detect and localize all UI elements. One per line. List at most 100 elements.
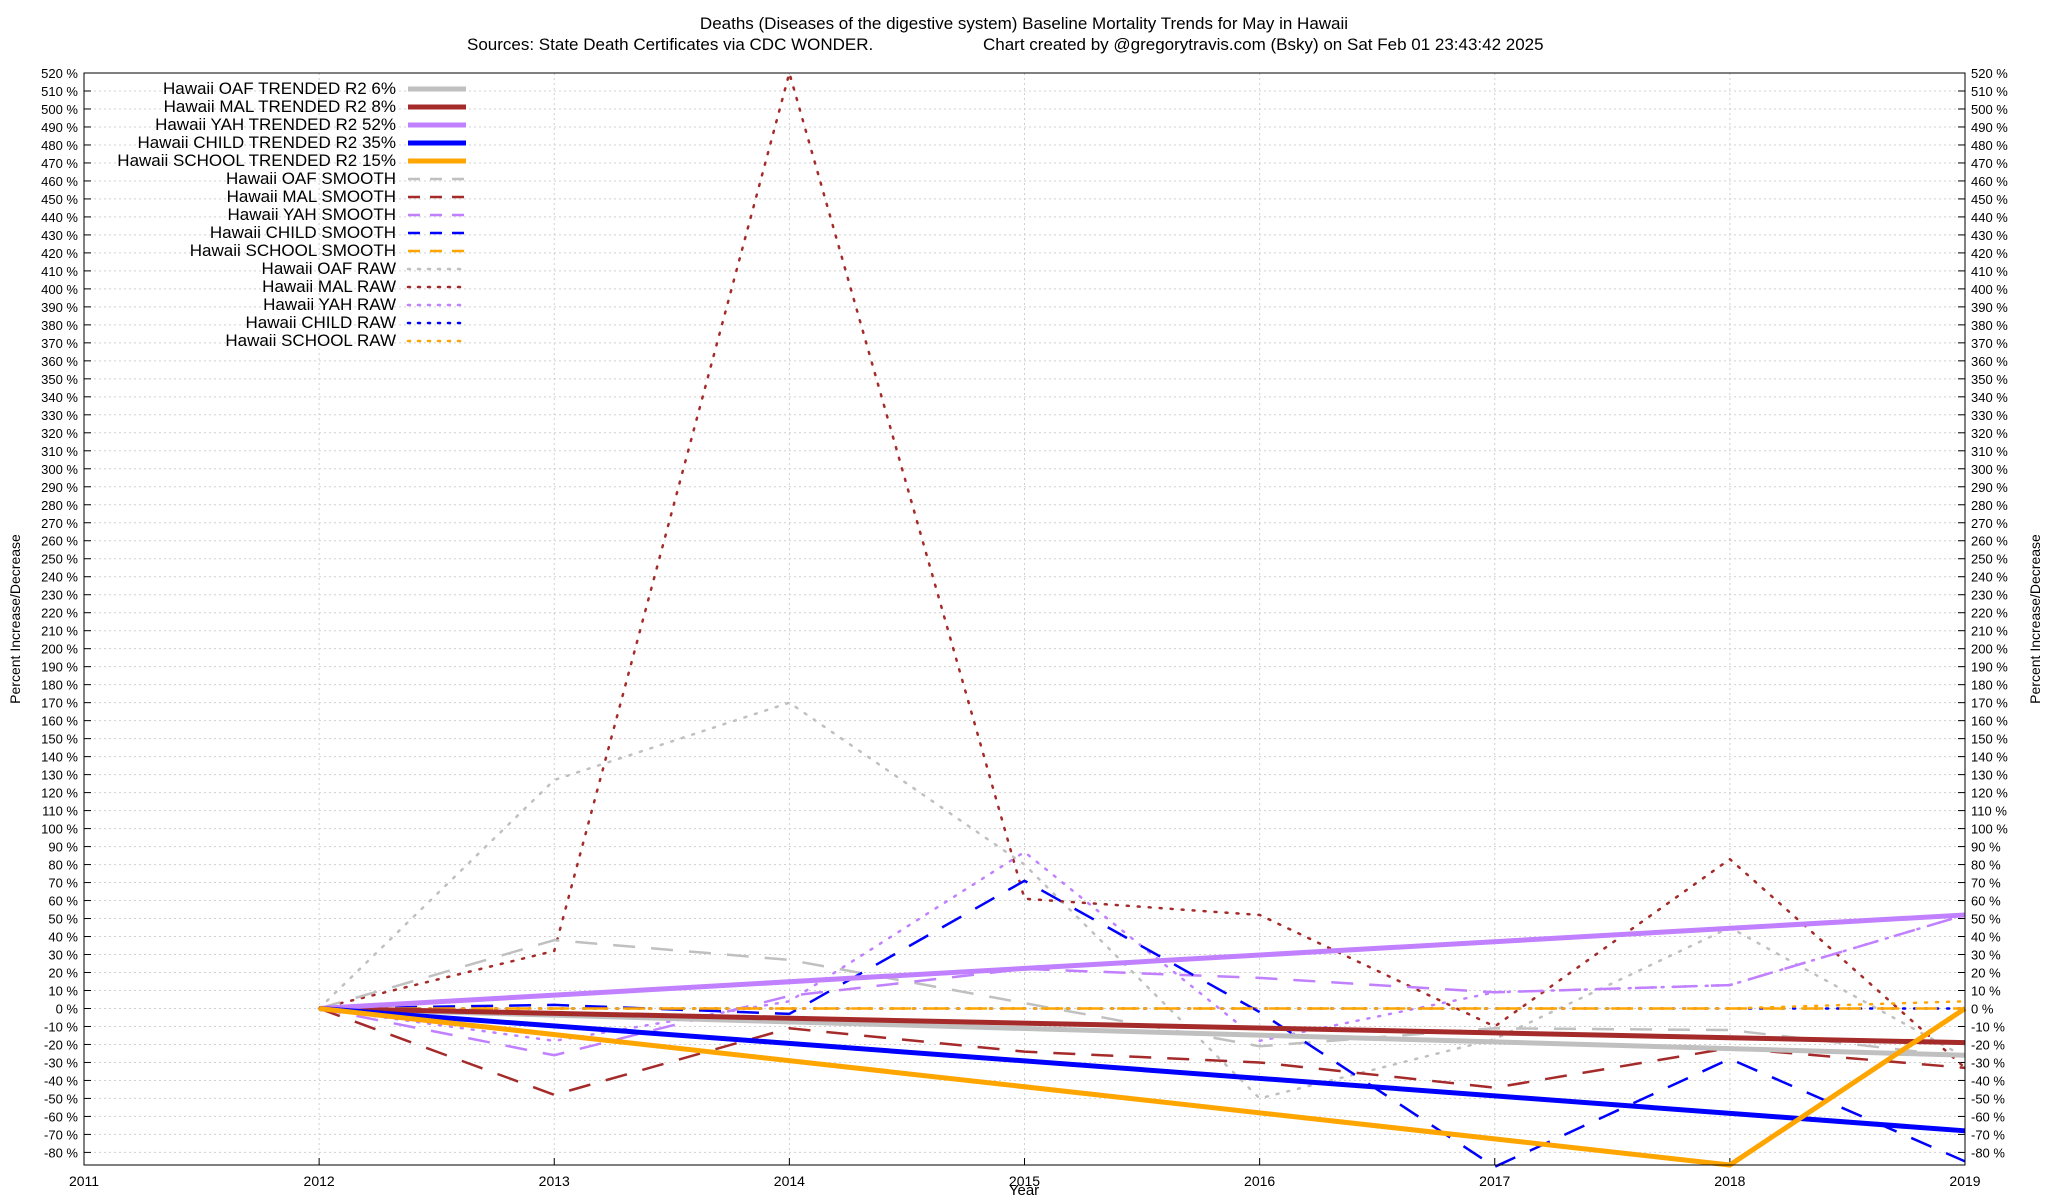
y-tick-label: 40 % bbox=[48, 930, 78, 945]
y-tick-label: -30 % bbox=[44, 1055, 78, 1070]
y2-tick-label: 240 % bbox=[1971, 570, 2008, 585]
grid bbox=[83, 72, 1966, 1165]
y-tick-label: 420 % bbox=[41, 246, 78, 261]
x-tick-label: 2016 bbox=[1244, 1173, 1275, 1189]
y2-tick-label: -20 % bbox=[1971, 1037, 2005, 1052]
y2-tick-label: 110 % bbox=[1971, 804, 2007, 819]
y-tick-label: 70 % bbox=[48, 876, 78, 891]
y-tick-label: 320 % bbox=[41, 426, 78, 441]
legend-label: Hawaii MAL SMOOTH bbox=[227, 187, 396, 206]
y-tick-label: 30 % bbox=[48, 948, 78, 963]
x-tick-label: 2013 bbox=[539, 1173, 570, 1189]
y2-tick-label: 140 % bbox=[1971, 750, 2008, 765]
y-tick-label: 230 % bbox=[41, 588, 78, 603]
y2-tick-label: 380 % bbox=[1971, 318, 2008, 333]
x-tick-label: 2019 bbox=[1949, 1173, 1980, 1189]
y2-tick-label: 470 % bbox=[1971, 156, 2008, 171]
y-tick-label: -80 % bbox=[44, 1145, 78, 1160]
y2-tick-label: 390 % bbox=[1971, 300, 2008, 315]
y-tick-label: 470 % bbox=[41, 156, 78, 171]
y2-tick-label: -60 % bbox=[1971, 1109, 2005, 1124]
y-tick-label: 350 % bbox=[41, 372, 78, 387]
y-tick-label: 260 % bbox=[41, 534, 78, 549]
y2-tick-label: -10 % bbox=[1971, 1019, 2005, 1034]
legend-label: Hawaii MAL TRENDED R2 8% bbox=[164, 97, 396, 116]
y-tick-label: 400 % bbox=[41, 282, 78, 297]
y2-tick-label: -40 % bbox=[1971, 1073, 2005, 1088]
y-tick-label: 100 % bbox=[41, 822, 78, 837]
y-tick-label: -60 % bbox=[44, 1109, 78, 1124]
y-tick-label: 310 % bbox=[41, 444, 78, 459]
y-tick-label: 140 % bbox=[41, 750, 78, 765]
y-tick-label: -40 % bbox=[44, 1073, 78, 1088]
y2-tick-label: 10 % bbox=[1971, 983, 2001, 998]
y-tick-label: 160 % bbox=[41, 714, 78, 729]
y2-tick-label: 350 % bbox=[1971, 372, 2008, 387]
y2-tick-label: 520 % bbox=[1971, 66, 2008, 81]
y2-tick-label: 250 % bbox=[1971, 552, 2008, 567]
y-tick-label: 330 % bbox=[41, 408, 78, 423]
y2-tick-label: 210 % bbox=[1971, 624, 2008, 639]
y2-tick-label: 90 % bbox=[1971, 840, 2001, 855]
y2-tick-label: 70 % bbox=[1971, 876, 2001, 891]
y2-tick-label: 330 % bbox=[1971, 408, 2008, 423]
y2-tick-label: 220 % bbox=[1971, 606, 2008, 621]
y-tick-label: 120 % bbox=[41, 786, 78, 801]
y-tick-label: 190 % bbox=[41, 660, 78, 675]
y-tick-label: -10 % bbox=[44, 1019, 78, 1034]
y2-tick-label: 0 % bbox=[1971, 1001, 1994, 1016]
y2-tick-label: 340 % bbox=[1971, 390, 2008, 405]
legend-label: Hawaii CHILD SMOOTH bbox=[210, 223, 396, 242]
y2-tick-label: 20 % bbox=[1971, 966, 2001, 981]
y-tick-label: 10 % bbox=[48, 983, 78, 998]
chart-subtitle-sources: Sources: State Death Certificates via CD… bbox=[467, 35, 873, 54]
y2-tick-label: 40 % bbox=[1971, 930, 2001, 945]
y2-tick-label: 130 % bbox=[1971, 768, 2008, 783]
x-tick-label: 2011 bbox=[69, 1173, 99, 1189]
y2-tick-label: 440 % bbox=[1971, 210, 2008, 225]
y-tick-label: 510 % bbox=[41, 84, 78, 99]
y-tick-label: 200 % bbox=[41, 642, 78, 657]
series-line bbox=[318, 913, 1966, 1057]
y2-tick-label: 270 % bbox=[1971, 516, 2008, 531]
legend-label: Hawaii CHILD TRENDED R2 35% bbox=[137, 133, 396, 152]
legend-label: Hawaii CHILD RAW bbox=[245, 313, 396, 332]
y2-tick-label: 180 % bbox=[1971, 678, 2008, 693]
x-tick-label: 2015 bbox=[1009, 1173, 1040, 1189]
y2-tick-label: 60 % bbox=[1971, 894, 2001, 909]
y2-tick-label: 430 % bbox=[1971, 228, 2008, 243]
series-line bbox=[317, 701, 1967, 1100]
legend-label: Hawaii SCHOOL RAW bbox=[225, 331, 396, 350]
legend-label: Hawaii YAH TRENDED R2 52% bbox=[155, 115, 396, 134]
y-axis-left: -80 % -70 % -60 % -50 % -40 % -30 % -20 % -10 %… bbox=[41, 66, 91, 1160]
legend-label: Hawaii SCHOOL SMOOTH bbox=[190, 241, 396, 260]
y-tick-label: 90 % bbox=[48, 840, 78, 855]
y-tick-label: 440 % bbox=[41, 210, 78, 225]
y-tick-label: 80 % bbox=[48, 858, 78, 873]
y2-tick-label: 460 % bbox=[1971, 174, 2008, 189]
y-tick-label: 0 % bbox=[56, 1001, 79, 1016]
y2-tick-label: 290 % bbox=[1971, 480, 2008, 495]
y2-tick-label: 230 % bbox=[1971, 588, 2008, 603]
y-tick-label: 110 % bbox=[42, 804, 78, 819]
y2-tick-label: 310 % bbox=[1971, 444, 2008, 459]
y2-tick-label: -70 % bbox=[1971, 1127, 2005, 1142]
y2-tick-label: 280 % bbox=[1971, 498, 2008, 513]
y-tick-label: 450 % bbox=[41, 192, 78, 207]
y-tick-label: 240 % bbox=[41, 570, 78, 585]
legend-label: Hawaii OAF RAW bbox=[262, 259, 396, 278]
legend-label: Hawaii SCHOOL TRENDED R2 15% bbox=[117, 151, 396, 170]
y-tick-label: 280 % bbox=[41, 498, 78, 513]
y2-tick-label: 500 % bbox=[1971, 102, 2008, 117]
y2-tick-label: 50 % bbox=[1971, 912, 2001, 927]
y-tick-label: 380 % bbox=[41, 318, 78, 333]
y-tick-label: 520 % bbox=[41, 66, 78, 81]
y-tick-label: 270 % bbox=[41, 516, 78, 531]
series-line bbox=[318, 1005, 1966, 1134]
x-tick-label: 2018 bbox=[1714, 1173, 1745, 1189]
y2-tick-label: -30 % bbox=[1971, 1055, 2005, 1070]
y2-tick-label: 360 % bbox=[1971, 354, 2008, 369]
legend-label: Hawaii MAL RAW bbox=[262, 277, 396, 296]
y-tick-label: 490 % bbox=[41, 120, 78, 135]
